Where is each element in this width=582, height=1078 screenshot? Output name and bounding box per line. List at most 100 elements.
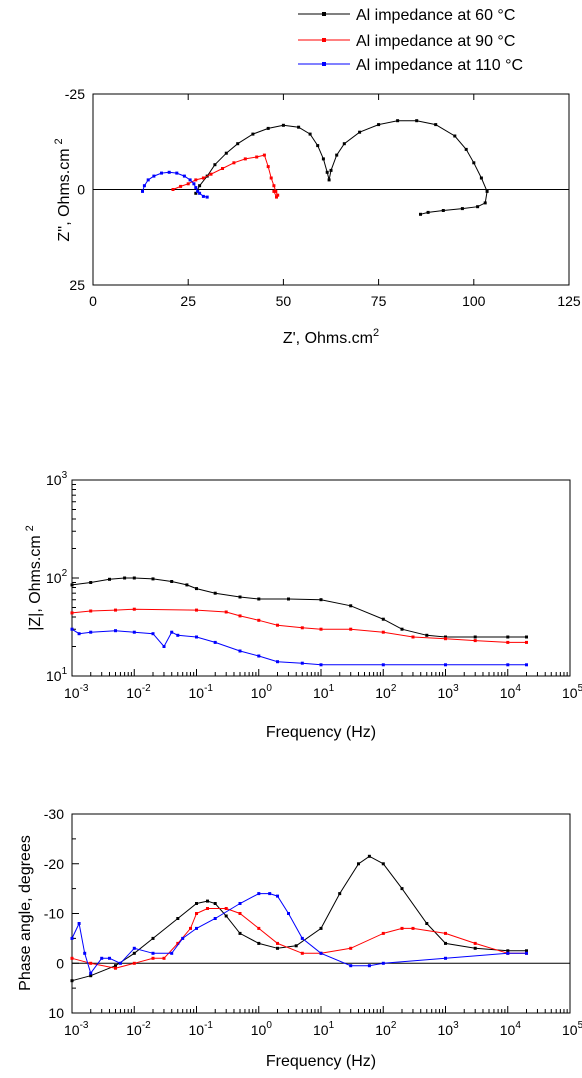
data-point-s0-21 — [415, 119, 419, 123]
data-point-s0-20 — [506, 635, 510, 639]
data-point-s0-13 — [319, 598, 323, 602]
data-point-s1-13 — [411, 635, 415, 639]
data-point-s1-15 — [276, 193, 280, 197]
data-point-s0-15 — [329, 168, 333, 172]
y-tick-label: -20 — [44, 856, 64, 872]
x-tick-exponent: -2 — [142, 1020, 151, 1031]
data-point-s0-6 — [195, 902, 198, 905]
data-point-s2-6 — [175, 171, 179, 175]
data-point-s0-23 — [453, 134, 457, 138]
y-axis-label-text: |Z|, Ohms.cm — [27, 535, 44, 630]
data-point-s1-4 — [195, 608, 198, 612]
x-tick-exponent: 1 — [329, 683, 335, 694]
x-tick-base: 10 — [500, 685, 516, 701]
data-point-s2-20 — [349, 964, 353, 968]
data-point-s0-18 — [381, 862, 385, 866]
data-point-s1-1 — [89, 609, 93, 613]
data-point-s1-14 — [444, 637, 447, 641]
data-point-s0-18 — [358, 130, 362, 134]
x-axis-label: Z', Ohms.cm2 — [283, 327, 379, 347]
data-point-s0-12 — [276, 946, 279, 950]
data-point-s2-12 — [257, 654, 261, 658]
data-point-s0-9 — [224, 914, 228, 918]
y-tick-base: 10 — [46, 570, 62, 586]
data-point-s1-6 — [238, 614, 242, 618]
data-point-s2-18 — [300, 936, 304, 940]
bode-phase-chart: 10-3 10-2 10-1 100 101 102 103 104 105-30-20-100… — [17, 806, 582, 1070]
data-point-s2-6 — [162, 645, 166, 648]
data-point-s1-13 — [276, 941, 279, 945]
data-point-s1-13 — [272, 184, 276, 188]
data-point-s0-5 — [151, 577, 155, 581]
x-tick-exponent: 3 — [453, 683, 459, 694]
data-point-s0-16 — [357, 862, 360, 866]
bode-magnitude-chart: 10-3 10-2 10-1 100 101 102 103 104 105101102103F… — [24, 470, 582, 741]
legend-label-60c: Al impedance at 60 °C — [356, 7, 515, 24]
x-tick-base: 10 — [64, 685, 80, 701]
data-point-s1-0 — [171, 188, 175, 191]
y-tick-label: -10 — [44, 906, 64, 922]
data-point-s0-31 — [441, 209, 445, 212]
data-point-s2-14 — [257, 892, 261, 896]
plot-frame — [71, 479, 571, 677]
data-point-s0-19 — [377, 123, 381, 127]
data-point-s1-0 — [70, 956, 74, 960]
data-point-s1-21 — [473, 941, 477, 945]
data-point-s0-0 — [70, 583, 74, 587]
y-axis-label: |Z|, Ohms.cm 2 — [24, 525, 44, 631]
x-axis-label-sup: 2 — [373, 327, 379, 339]
data-point-s0-9 — [297, 125, 301, 129]
x-tick-exponent: -3 — [80, 1020, 89, 1031]
data-point-s2-4 — [132, 630, 136, 634]
series-line-1 — [71, 608, 527, 643]
data-point-s2-10 — [194, 186, 198, 190]
data-point-s0-10 — [308, 132, 312, 136]
x-tick-label: 10-3 — [64, 1020, 89, 1038]
data-point-s0-5 — [176, 917, 180, 920]
data-point-s0-0 — [70, 979, 74, 983]
data-point-s0-16 — [400, 627, 404, 631]
x-tick-label: 125 — [557, 293, 581, 309]
data-point-s2-15 — [319, 663, 323, 667]
data-point-s2-5 — [151, 632, 155, 636]
data-point-s0-6 — [170, 580, 174, 583]
x-tick-exponent: 0 — [266, 683, 272, 694]
series-line-2 — [142, 171, 208, 198]
y-axis-label: Phase angle, degrees — [17, 835, 34, 991]
series-line-1 — [172, 154, 279, 199]
data-point-s2-16 — [276, 894, 279, 898]
data-point-s0-3 — [123, 576, 127, 580]
data-point-s1-0 — [70, 611, 74, 615]
y-tick-label: 102 — [46, 568, 68, 586]
data-point-s0-17 — [425, 633, 429, 637]
x-tick-label: 104 — [500, 1020, 522, 1038]
x-tick-base: 10 — [438, 685, 454, 701]
data-point-s2-18 — [506, 663, 510, 667]
data-point-s1-5 — [224, 610, 228, 614]
data-point-s0-11 — [316, 144, 320, 148]
data-point-s2-13 — [201, 194, 205, 198]
x-tick-exponent: 0 — [266, 1020, 272, 1031]
data-point-s1-2 — [114, 966, 117, 970]
data-point-s1-18 — [400, 926, 404, 930]
data-point-s2-2 — [89, 630, 93, 634]
x-tick-base: 10 — [251, 1022, 267, 1038]
series-line-2 — [71, 628, 527, 666]
x-tick-label: 10-1 — [189, 683, 214, 701]
data-point-s0-5 — [236, 142, 240, 146]
y-tick-base: 10 — [46, 472, 62, 488]
data-point-s0-15 — [338, 892, 342, 896]
data-point-s0-20 — [425, 922, 429, 925]
data-point-s1-6 — [221, 167, 224, 170]
data-point-s2-8 — [176, 633, 180, 637]
data-point-s1-16 — [506, 640, 510, 644]
data-point-s1-15 — [473, 639, 477, 643]
data-point-s2-12 — [213, 917, 217, 920]
data-point-s0-29 — [476, 205, 480, 209]
series-line-0 — [71, 577, 527, 638]
data-point-s2-2 — [146, 178, 150, 182]
x-tick-label: 0 — [89, 293, 97, 309]
data-point-s0-14 — [327, 178, 331, 182]
